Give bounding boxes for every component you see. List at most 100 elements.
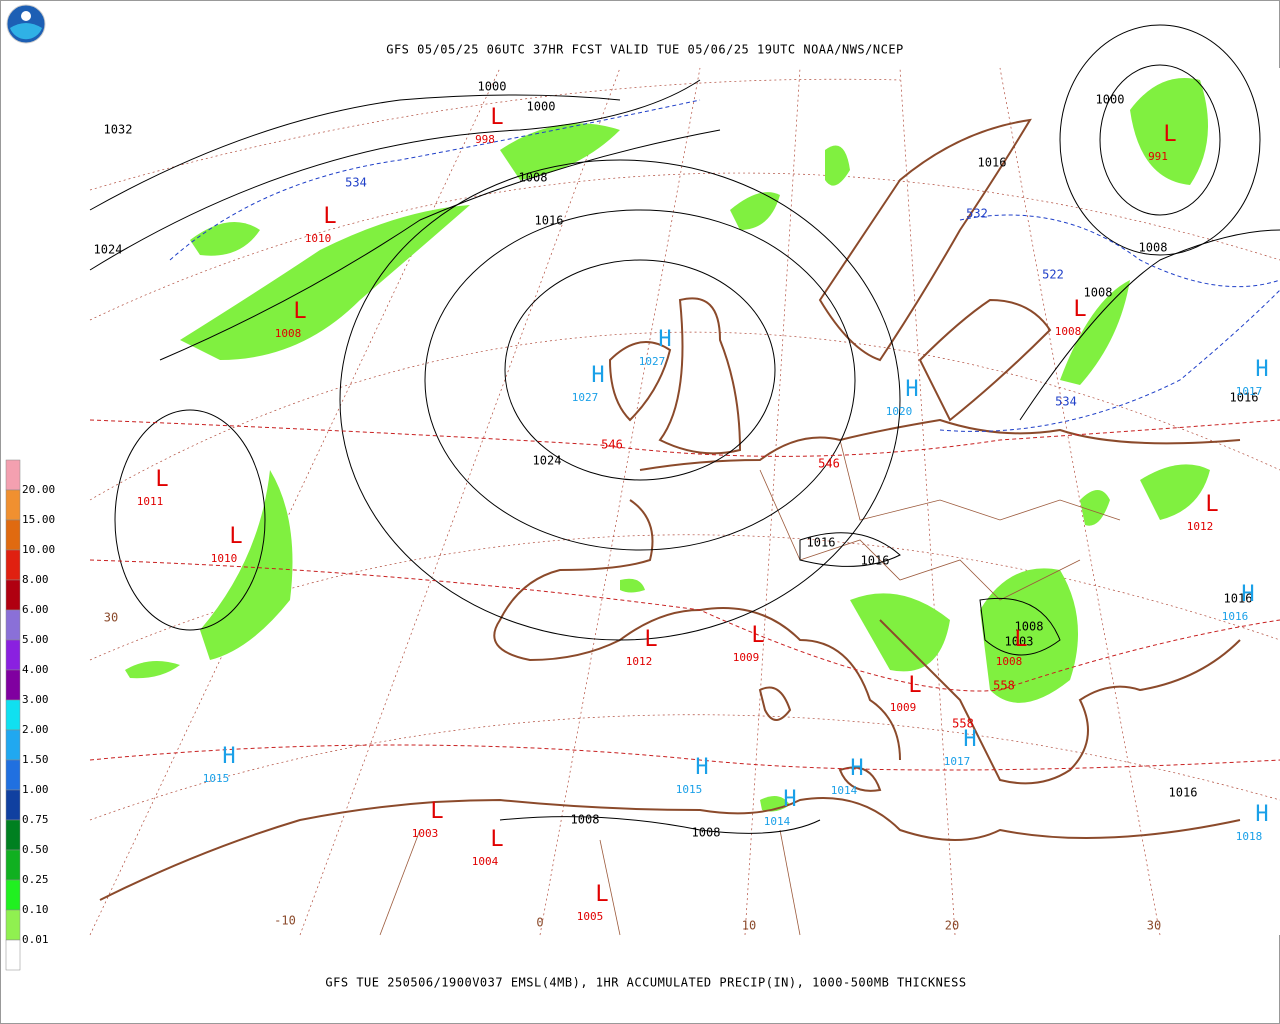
thickness-lines <box>89 99 1280 771</box>
high-pressure: 1020 <box>886 405 913 418</box>
isobar-label: 1008 <box>1015 620 1044 634</box>
low-symbol: L <box>644 627 657 652</box>
thickness-label: 522 <box>1042 268 1064 282</box>
isobar-label: 1008 <box>1084 286 1113 300</box>
legend-swatch <box>5 729 21 761</box>
high-pressure: 1018 <box>1236 830 1263 843</box>
low-pressure: 1008 <box>1055 325 1082 338</box>
isobar-label: 1000 <box>1096 93 1125 107</box>
legend-label: 2.00 <box>22 723 49 736</box>
legend-label: 1.50 <box>22 753 49 766</box>
isobar-label: 1032 <box>104 123 133 137</box>
high-symbol: H <box>222 744 235 769</box>
low-pressure: 1009 <box>890 701 917 714</box>
isobars <box>89 24 1280 834</box>
thickness-label: 534 <box>345 176 367 190</box>
low-pressure: 1003 <box>412 827 439 840</box>
graticule-label: -10 <box>274 914 296 928</box>
legend-swatch <box>5 579 21 611</box>
low-pressure: 1012 <box>1187 520 1214 533</box>
thickness-label: 546 <box>601 438 623 452</box>
high-symbol: H <box>963 727 976 752</box>
low-symbol: L <box>1014 627 1027 652</box>
low-symbol: L <box>293 299 306 324</box>
thickness-label: 558 <box>952 717 974 731</box>
high-pressure: 1014 <box>764 815 791 828</box>
high-symbol: H <box>1241 582 1254 607</box>
map-area: 1000 1000 1032 1008 1016 1024 1024 1016 1016 1000… <box>89 24 1280 936</box>
map-caption: GFS TUE 250506/1900V037 EMSL(4MB), 1HR A… <box>325 976 966 990</box>
low-symbol: L <box>751 623 764 648</box>
isobar-label: 1016 <box>1230 391 1259 405</box>
high-symbol: H <box>1255 802 1268 827</box>
graticule-label: 0 <box>536 916 543 930</box>
legend-swatch <box>5 939 21 971</box>
high-pressure: 1015 <box>676 783 703 796</box>
low-symbol: L <box>595 882 608 907</box>
high-symbol: H <box>695 755 708 780</box>
isobar-label: 1008 <box>571 813 600 827</box>
legend-swatch <box>5 849 21 881</box>
low-symbol: L <box>908 673 921 698</box>
low-symbol: L <box>1163 122 1176 147</box>
high-pressure: 1016 <box>1222 610 1249 623</box>
low-symbol: L <box>323 204 336 229</box>
low-symbol: L <box>490 827 503 852</box>
legend-label: 0.25 <box>22 873 49 886</box>
low-pressure: 1011 <box>137 495 164 508</box>
isobar-label: 1024 <box>94 243 123 257</box>
high-symbol: H <box>783 787 796 812</box>
high-pressure: 1017 <box>1236 385 1263 398</box>
thickness-label: 534 <box>1055 395 1077 409</box>
low-pressure: 998 <box>475 133 495 146</box>
low-pressure: 1012 <box>626 655 653 668</box>
thickness-label: 558 <box>993 679 1015 693</box>
low-pressure: 1005 <box>577 910 604 923</box>
high-symbol: H <box>658 327 671 352</box>
legend-swatch <box>5 669 21 701</box>
high-pressure: 1017 <box>944 755 971 768</box>
legend-label: 0.10 <box>22 903 49 916</box>
low-symbol: L <box>155 467 168 492</box>
legend-swatch <box>5 699 21 731</box>
thickness-label: 546 <box>818 457 840 471</box>
legend-label: 15.00 <box>22 513 55 526</box>
legend-swatch <box>5 609 21 641</box>
legend-swatch <box>5 819 21 851</box>
legend-swatch <box>5 909 21 941</box>
precip-areas <box>125 78 1210 812</box>
map-labels: 1000 1000 1032 1008 1016 1024 1024 1016 1016 1000… <box>94 80 1269 933</box>
noaa-logo <box>6 4 46 44</box>
legend-label: 0.75 <box>22 813 49 826</box>
coastlines <box>99 118 1241 901</box>
isobar-label: 1024 <box>533 454 562 468</box>
precip-legend: 20.00 15.00 10.00 8.00 6.00 5.00 4.00 3.00 2.00 1… <box>5 459 55 971</box>
graticule-label: 10 <box>742 919 756 933</box>
legend-label: 0.50 <box>22 843 49 856</box>
legend-swatch <box>5 789 21 821</box>
legend-label: 3.00 <box>22 693 49 706</box>
isobar-label: 1016 <box>1169 786 1198 800</box>
isobar-label: 1008 <box>1139 241 1168 255</box>
map-title: GFS 05/05/25 06UTC 37HR FCST VALID TUE 0… <box>386 43 904 57</box>
low-symbol: L <box>430 799 443 824</box>
low-symbol: L <box>490 105 503 130</box>
legend-swatch <box>5 459 21 491</box>
low-pressure: 991 <box>1148 150 1168 163</box>
isobar-label: 1016 <box>535 214 564 228</box>
graticule-label: 20 <box>945 919 959 933</box>
low-pressure: 1004 <box>472 855 499 868</box>
low-pressure: 1010 <box>305 232 332 245</box>
legend-label: 0.01 <box>22 933 49 946</box>
legend-swatch <box>5 879 21 911</box>
isobar-label: 1016 <box>861 554 890 568</box>
legend-swatch <box>5 519 21 551</box>
thickness-label: 532 <box>966 207 988 221</box>
low-pressure: 1009 <box>733 651 760 664</box>
isobar-label: 1016 <box>978 156 1007 170</box>
high-pressure: 1027 <box>572 391 599 404</box>
legend-label: 1.00 <box>22 783 49 796</box>
legend-swatch <box>5 549 21 581</box>
legend-label: 8.00 <box>22 573 49 586</box>
